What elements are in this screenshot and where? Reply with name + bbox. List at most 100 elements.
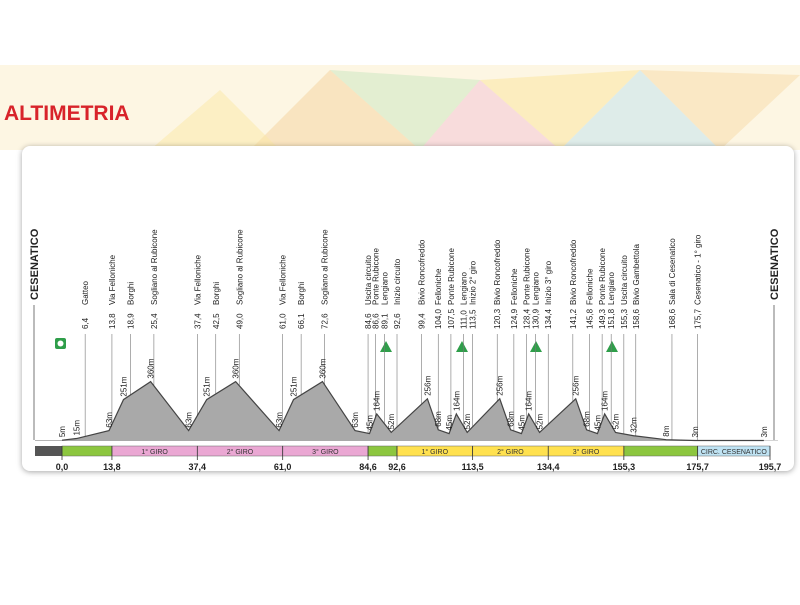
- x-tick-label: 92,6: [388, 462, 406, 472]
- endpoint-label: CESENATICO: [769, 228, 781, 300]
- waypoint-km: 175,7: [694, 308, 703, 329]
- waypoint-name: Bivio Gambettola: [632, 244, 641, 305]
- elevation-label: 164m: [601, 391, 610, 411]
- elevation-label: 360m: [318, 358, 327, 378]
- elevation-label: 3m: [760, 426, 769, 437]
- waypoint-km: 92,6: [393, 313, 402, 329]
- elevation-label: 360m: [232, 358, 241, 378]
- waypoint-name: Lengiano: [607, 272, 616, 305]
- x-tick-label: 175,7: [686, 462, 709, 472]
- waypoint-name: Lengiano: [532, 272, 541, 305]
- section-label: 3° GIRO: [573, 448, 600, 456]
- waypoint-name: Via Felloniche: [193, 254, 202, 305]
- waypoint-name: Lengiano: [380, 272, 389, 305]
- elevation-label: 251m: [290, 376, 299, 396]
- elevation-label: 45m: [593, 415, 602, 431]
- elevation-label: 3m: [691, 426, 700, 437]
- waypoint-km: 84,6: [364, 313, 373, 329]
- elevation-label: 52m: [463, 414, 472, 430]
- waypoint-name: Sogliano al Rubicone: [321, 229, 330, 305]
- waypoint-name: Uscita circuito: [620, 255, 629, 305]
- waypoint-name: Ponte Rubicone: [523, 248, 532, 305]
- section-label: 3° GIRO: [312, 448, 339, 456]
- waypoint-km: 155,3: [620, 308, 629, 329]
- waypoint-name: Inizio 3° giro: [544, 260, 553, 305]
- elevation-label: 164m: [452, 391, 461, 411]
- waypoint-km: 151,8: [607, 308, 616, 329]
- waypoint-name: Sala di Cesenatico: [668, 238, 677, 305]
- x-tick-label: 113,5: [462, 462, 484, 472]
- elevation-label: 68m: [507, 411, 516, 427]
- waypoint-km: 149,3: [598, 308, 607, 329]
- x-tick-label: 84,6: [359, 462, 377, 472]
- waypoint-km: 37,4: [193, 313, 202, 329]
- x-tick-label: 13,8: [103, 462, 121, 472]
- waypoint-name: Ponte Rubicone: [447, 248, 456, 305]
- section-label: 1° GIRO: [422, 448, 449, 456]
- elevation-label: 5m: [58, 426, 67, 437]
- waypoint-km: 107,5: [447, 308, 456, 329]
- profile-fill: [35, 381, 778, 441]
- waypoint-name: Inizio 2° giro: [469, 260, 478, 305]
- elevation-label: 52m: [612, 414, 621, 430]
- section-label: 2° GIRO: [497, 448, 524, 456]
- waypoint-km: 72,6: [321, 313, 330, 329]
- waypoint-km: 61,0: [279, 313, 288, 329]
- elevation-label: 164m: [373, 391, 382, 411]
- waypoint-km: 128,4: [523, 308, 532, 329]
- elevation-label: 45m: [366, 415, 375, 431]
- waypoint-km: 111,0: [460, 310, 469, 329]
- waypoint-name: Gatteo: [81, 280, 90, 305]
- section: [61, 445, 113, 457]
- elevation-label: 63m: [105, 412, 114, 428]
- elevation-label: 15m: [72, 420, 81, 436]
- elevation-label: 63m: [185, 412, 194, 428]
- elevation-label: 52m: [536, 414, 545, 430]
- elevation-label: 63m: [275, 412, 284, 428]
- card: [22, 146, 794, 471]
- elevation-label: 45m: [445, 415, 454, 431]
- waypoint-name: Ponte Rubicone: [598, 248, 607, 305]
- waypoint-km: 113,5: [469, 309, 478, 329]
- waypoint-km: 13,8: [108, 313, 117, 329]
- waypoint-name: Bivio Roncofreddo: [418, 239, 427, 305]
- bar-start: [35, 446, 62, 456]
- endpoint-label: CESENATICO: [29, 228, 41, 300]
- waypoint-name: Felloniche: [434, 268, 443, 305]
- waypoint-name: Via Felloniche: [108, 254, 117, 305]
- waypoint-km: 130,9: [532, 308, 541, 329]
- waypoint-km: 42,5: [212, 313, 221, 329]
- waypoint-km: 6,4: [81, 317, 90, 329]
- waypoint-name: Felloniche: [585, 268, 594, 305]
- elevation-label: 256m: [423, 375, 432, 395]
- waypoint-name: Inizio circuito: [393, 258, 402, 305]
- waypoint-km: 49,0: [235, 313, 244, 329]
- elevation-label: 68m: [583, 411, 592, 427]
- elevation-label: 45m: [517, 415, 526, 431]
- section: [367, 445, 398, 457]
- x-tick-label: 134,4: [537, 462, 560, 472]
- title: ALTIMETRIA: [4, 102, 130, 125]
- waypoint-km: 104,0: [434, 308, 443, 329]
- elevation-label: 256m: [572, 375, 581, 395]
- x-tick-label: 61,0: [274, 462, 292, 472]
- banner: [0, 65, 800, 150]
- waypoint-name: Sogliano al Rubicone: [235, 229, 244, 305]
- waypoint-km: 124,9: [510, 308, 519, 329]
- waypoint-km: 120,3: [493, 308, 502, 329]
- waypoint-km: 158,6: [632, 308, 641, 329]
- section-label: 2° GIRO: [227, 448, 254, 456]
- waypoint-km: 141,2: [569, 308, 578, 329]
- waypoint-km: 168,6: [668, 308, 677, 329]
- section-label: 1° GIRO: [141, 448, 168, 456]
- waypoint-name: Via Felloniche: [279, 254, 288, 305]
- waypoint-name: Sogliano al Rubicone: [150, 229, 159, 305]
- waypoint-name: Felloniche: [510, 268, 519, 305]
- elevation-label: 251m: [203, 376, 212, 396]
- waypoint-km: 86,6: [371, 313, 380, 329]
- waypoint-km: 99,4: [418, 313, 427, 329]
- elevation-label: 52m: [387, 414, 396, 430]
- waypoint-name: Cesenatico - 1° giro: [694, 234, 703, 305]
